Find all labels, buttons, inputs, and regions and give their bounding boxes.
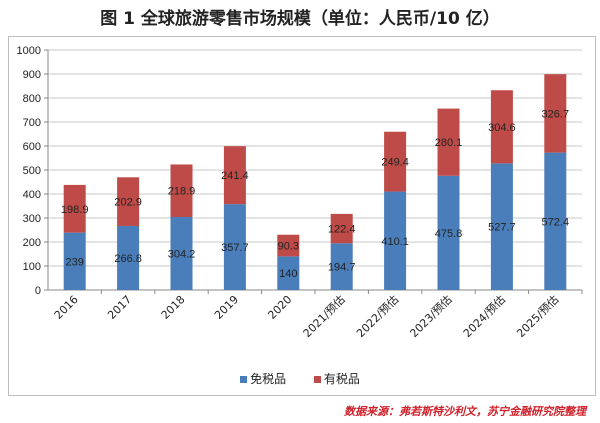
- bar-duty-free: [544, 152, 567, 290]
- data-label: 475.8: [435, 228, 463, 240]
- bar-duty-free: [277, 256, 300, 290]
- bar-duty-free: [117, 225, 140, 290]
- y-tick-label: 900: [23, 69, 41, 81]
- data-label: 90.3: [278, 241, 299, 253]
- data-label: 198.9: [61, 204, 89, 216]
- bar-duty-free: [384, 191, 407, 290]
- bar-duty-paid: [223, 146, 246, 205]
- bar-duty-paid: [544, 74, 567, 153]
- x-tick-label: 2022/预估: [354, 293, 401, 340]
- bar-duty-free: [63, 232, 86, 290]
- y-tick-label: 1000: [17, 45, 41, 57]
- x-tick-label: 2017: [105, 293, 134, 322]
- legend-item-duty-paid: 有税品: [313, 372, 360, 386]
- legend-swatch: [240, 376, 248, 383]
- data-label: 194.7: [328, 262, 356, 274]
- x-tick-label: 2024/预估: [461, 293, 508, 340]
- data-label: 266.8: [114, 253, 142, 265]
- bar-duty-paid: [277, 234, 300, 257]
- data-label: 527.7: [488, 222, 516, 234]
- y-tick-label: 500: [23, 165, 41, 177]
- bar-duty-free: [330, 243, 353, 290]
- data-label: 357.7: [221, 242, 249, 254]
- y-tick-label: 800: [23, 93, 41, 105]
- y-tick-label: 100: [23, 261, 41, 273]
- x-tick-label: 2021/预估: [301, 293, 348, 340]
- x-tick-label: 2016: [52, 293, 81, 322]
- data-label: 410.1: [381, 236, 409, 248]
- y-tick-label: 0: [35, 285, 41, 297]
- data-label: 241.4: [221, 170, 249, 182]
- legend-swatch: [313, 376, 321, 383]
- chart-frame: [8, 36, 596, 396]
- y-tick-label: 700: [23, 117, 41, 129]
- data-label: 140: [279, 268, 297, 280]
- bar-duty-paid: [117, 177, 140, 226]
- x-tick-label: 2025/预估: [514, 293, 561, 340]
- bar-duty-free: [170, 216, 193, 290]
- source-note: 数据来源：弗若斯特沙利文，苏宁金融研究院整理: [344, 405, 586, 418]
- data-label: 239: [66, 256, 84, 268]
- bar-duty-free: [437, 175, 460, 290]
- bar-duty-paid: [330, 213, 353, 244]
- y-tick-label: 600: [23, 141, 41, 153]
- x-tick-label: 2020: [265, 293, 294, 322]
- legend-item-duty-free: 免税品: [240, 372, 286, 386]
- y-tick-label: 300: [23, 213, 41, 225]
- y-tick-label: 400: [23, 189, 41, 201]
- data-label: 326.7: [542, 108, 570, 120]
- data-label: 280.1: [435, 137, 463, 149]
- bar-duty-paid: [437, 108, 460, 176]
- x-tick-label: 2018: [159, 293, 188, 322]
- data-label: 202.9: [114, 197, 142, 209]
- data-label: 122.4: [328, 224, 356, 236]
- bar-duty-free: [490, 163, 513, 290]
- data-label: 249.4: [381, 157, 409, 169]
- legend: 免税品 有税品: [0, 370, 600, 387]
- data-label: 572.4: [542, 216, 570, 228]
- bar-duty-paid: [384, 131, 407, 192]
- x-tick-label: 2019: [212, 293, 241, 322]
- legend-label: 有税品: [323, 372, 360, 386]
- chart-title: 图 1 全球旅游零售市场规模（单位：人民币/10 亿）: [100, 9, 500, 29]
- bar-duty-free: [223, 204, 246, 290]
- data-label: 304.2: [168, 248, 196, 260]
- bar-duty-paid: [63, 184, 86, 233]
- bar-duty-paid: [170, 164, 193, 217]
- y-tick-label: 200: [23, 237, 41, 249]
- data-label: 218.9: [168, 186, 196, 198]
- legend-label: 免税品: [250, 372, 287, 386]
- x-tick-label: 2023/预估: [407, 293, 454, 340]
- bar-duty-paid: [490, 90, 513, 164]
- data-label: 304.6: [488, 122, 516, 134]
